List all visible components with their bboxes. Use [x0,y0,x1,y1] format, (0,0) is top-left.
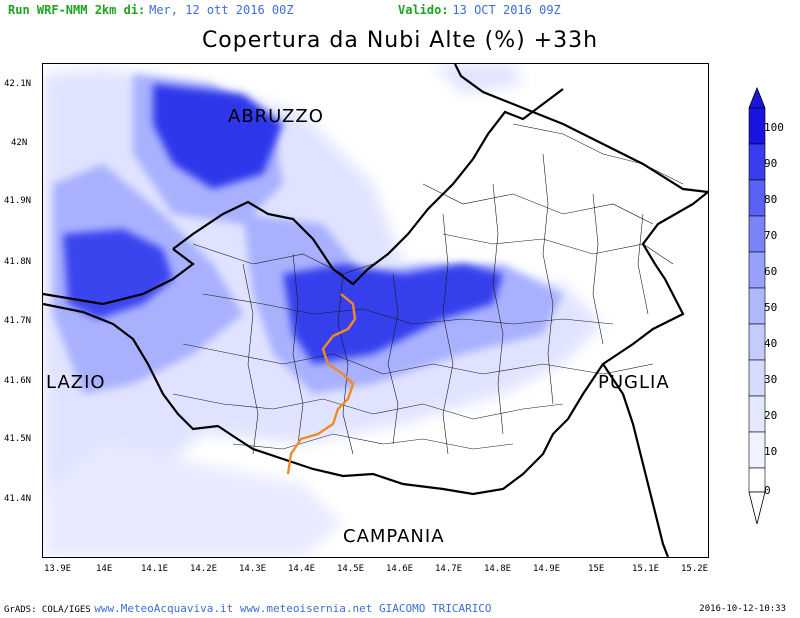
lat-tick-41-6: 41.6N [4,376,32,386]
cloud-high-center [283,264,503,364]
colorbar-svg [748,86,766,525]
colorbar-label-90: 90 [764,157,778,170]
lat-tick-41-7: 41.7N [4,316,32,326]
run-date: Mer, 12 ott 2016 00Z [149,3,294,17]
valid-date: 13 OCT 2016 09Z [452,3,561,17]
municipal-boundaries [172,123,684,455]
lon-tick-15-2: 15.2E [681,564,709,574]
lon-tick-14-6: 14.6E [386,564,414,574]
colorbar-step-90-100 [748,107,766,145]
lon-tick-14-7: 14.7E [435,564,463,574]
lon-tick-15-1: 15.1E [632,564,660,574]
lon-tick-14-8: 14.8E [484,564,512,574]
lon-tick-14-2: 14.2E [190,564,218,574]
colorbar-label-60: 60 [764,265,778,278]
colorbar-label-50: 50 [764,301,778,314]
colorbar-label-80: 80 [764,193,778,206]
run-info: Run WRF-NMM 2km di: Mer, 12 ott 2016 00Z [8,3,294,17]
cloud-low-south [43,444,343,557]
region-label-campania: CAMPANIA [343,526,445,547]
region-label-puglia: PUGLIA [598,372,670,393]
cloud-low-nw [433,64,523,94]
run-label: Run WRF-NMM 2km di: [8,3,146,17]
colorbar [742,84,800,534]
colorbar-label-40: 40 [764,337,778,350]
lazio-border [43,302,219,431]
molise-border [172,88,564,286]
colorbar-label-70: 70 [764,229,778,242]
region-label-abruzzo: ABRUZZO [228,106,324,127]
regional-boundaries [43,64,708,557]
valid-label: Valido: [398,3,449,17]
footer-timestamp: 2016-10-12-10:33 [699,604,786,614]
province-line [286,293,357,475]
colorbar-label-0: 0 [764,484,771,497]
valid-info: Valido: 13 OCT 2016 09Z [398,3,561,17]
colorbar-step-20-30 [748,359,766,397]
cloud-high-abruzzo [153,84,283,189]
colorbar-label-10: 10 [764,445,778,458]
lat-tick-41-5: 41.5N [4,434,32,444]
grads-credit: GrADS: COLA/IGES [4,605,91,615]
colorbar-step-0-10 [748,431,766,469]
cloud-field [43,64,603,557]
colorbar-step-40-50 [748,287,766,325]
colorbar-top-arrow [748,86,766,109]
lat-tick-41-9: 41.9N [4,196,32,206]
colorbar-label-30: 30 [764,373,778,386]
region-label-lazio: LAZIO [46,372,106,393]
lon-tick-15: 15E [588,564,605,574]
map-title: Copertura da Nubi Alte (%) +33h [201,28,599,53]
footer-credits: GrADS: COLA/IGES www.MeteoAcquaviva.it w… [4,602,492,615]
colorbar-step-70-80 [748,179,766,217]
lon-tick-14-1: 14.1E [141,564,169,574]
colorbar-bottom-arrow [748,491,766,525]
abruzzo-coast [454,64,708,194]
lon-tick-14-4: 14.4E [288,564,316,574]
colorbar-label-20: 20 [764,409,778,422]
lon-tick-13-9: 13.9E [44,564,72,574]
lat-tick-41-4: 41.4N [4,494,32,504]
map-canvas: ABRUZZO LAZIO PUGLIA CAMPANIA [43,64,708,557]
lazio-north [43,248,195,306]
colorbar-step-30-40 [748,323,766,361]
lon-tick-14-3: 14.3E [239,564,267,574]
campania-border [602,363,670,557]
cloud-high-west [63,229,173,319]
colorbar-step-50-60 [748,251,766,289]
lat-tick-42-1: 42.1N [4,79,32,89]
lat-tick-42: 42N [11,138,28,148]
colorbar-step-60-70 [748,215,766,253]
colorbar-step-10-20 [748,395,766,433]
colorbar-label-100: 100 [764,121,784,134]
site-credits[interactable]: www.MeteoAcquaviva.it www.meteoisernia.n… [94,602,492,615]
lon-tick-14-5: 14.5E [337,564,365,574]
puglia-border [217,191,708,496]
colorbar-step-below-0 [748,467,766,493]
lon-tick-14-9: 14.9E [533,564,561,574]
cloud-cover-map: ABRUZZO LAZIO PUGLIA CAMPANIA [42,63,709,558]
lon-tick-14: 14E [96,564,113,574]
colorbar-step-80-90 [748,143,766,181]
lat-tick-41-8: 41.8N [4,257,32,267]
